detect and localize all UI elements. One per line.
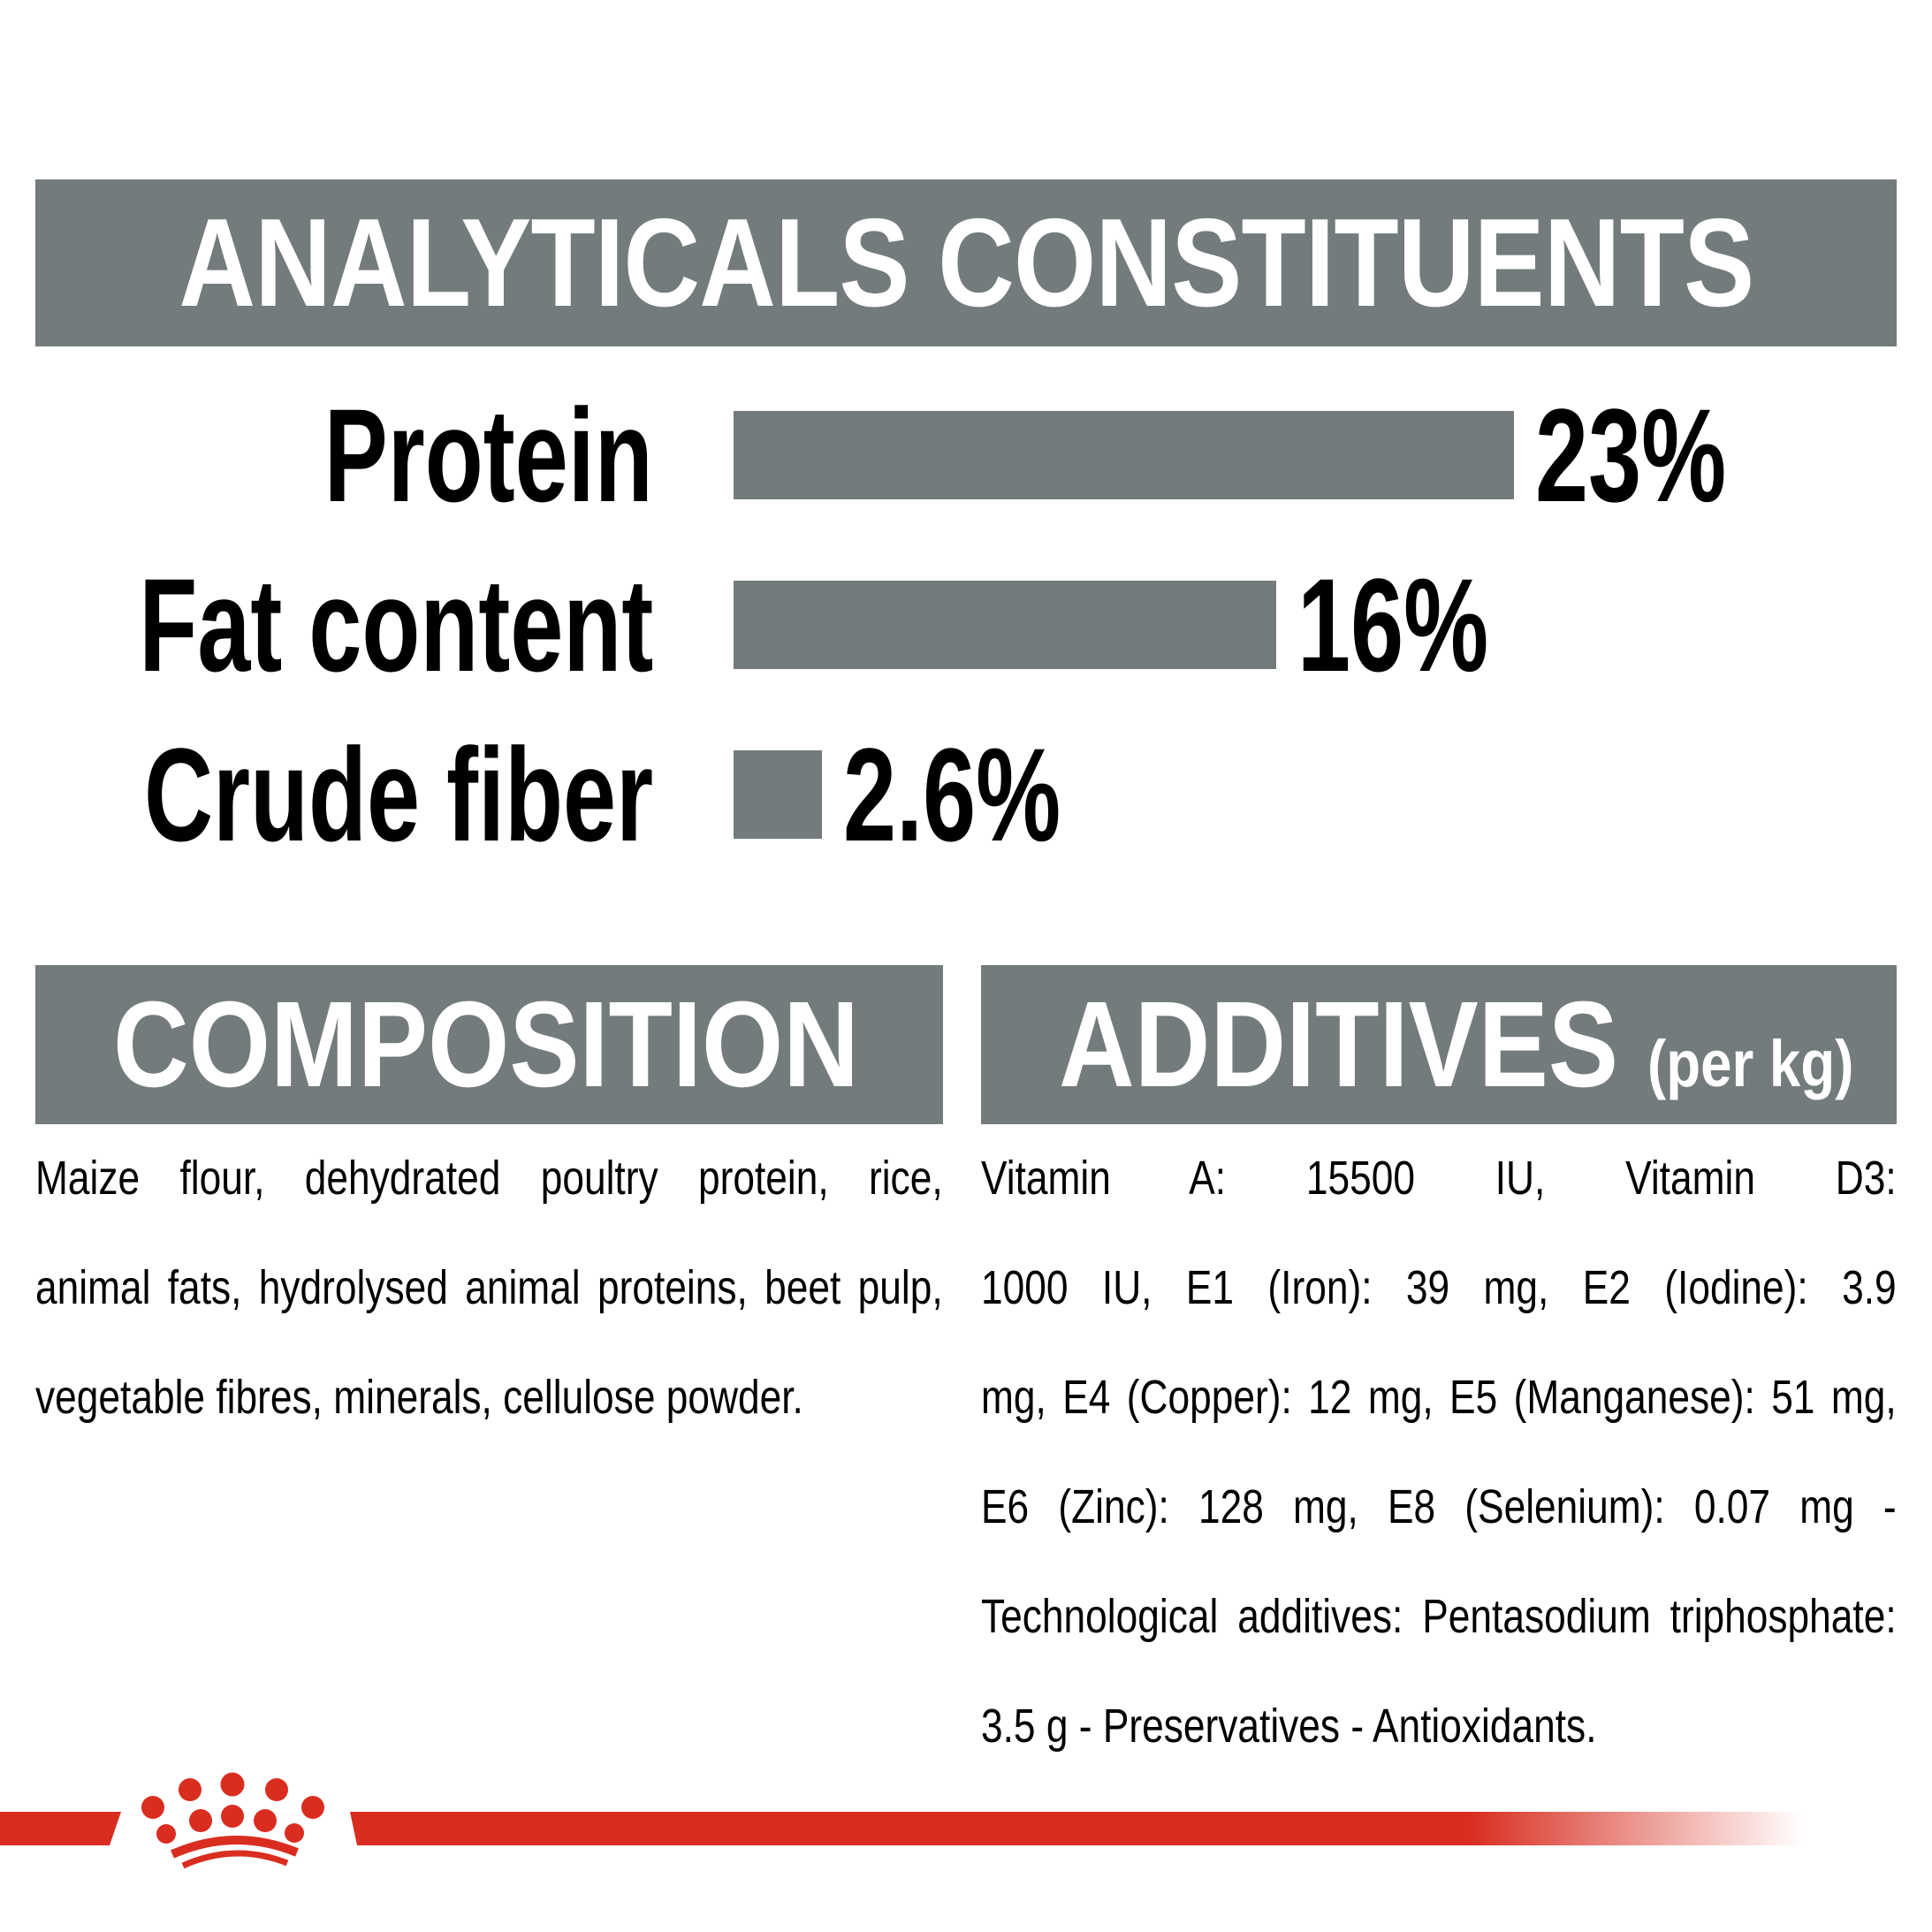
chart-row-label-wrap: Protein <box>35 389 653 521</box>
additives-line: Vitamin A: 15500 IU, Vitamin D3: <box>981 1152 1897 1205</box>
analyticals-title: ANALYTICALS CONSTITUENTS <box>179 192 1754 333</box>
additives-line: 1000 IU, E1 (Iron): 39 mg, E2 (Iodine): … <box>981 1261 1897 1314</box>
bar-crude-fiber <box>734 750 822 839</box>
bar-fat-content <box>734 581 1276 669</box>
chart-row-fat-content: Fat content 16% <box>35 559 1897 691</box>
additives-header-bar: ADDITIVES (per kg) <box>981 965 1897 1124</box>
value-label: 23% <box>1535 381 1727 529</box>
additives-title-suffix: (per kg) <box>1647 1027 1854 1100</box>
category-label: Protein <box>323 381 653 529</box>
value-label: 16% <box>1297 551 1489 699</box>
composition-line: Maize flour, dehydrated poultry protein,… <box>35 1152 943 1205</box>
chart-row-bar-wrap: 16% <box>734 559 1563 691</box>
chart-row-label-wrap: Fat content <box>35 559 653 691</box>
additives-title: ADDITIVES (per kg) <box>1059 984 1853 1106</box>
chart-row-protein: Protein 23% <box>35 389 1897 521</box>
chart-row-bar-wrap: 23% <box>734 389 1800 521</box>
chart-row-crude-fiber: Crude fiber 2.6% <box>35 728 1897 861</box>
additives-line: mg, E4 (Copper): 12 mg, E5 (Manganese): … <box>981 1371 1897 1424</box>
additives-body: Vitamin A: 15500 IU, Vitamin D3: 1000 IU… <box>981 1151 1932 1753</box>
category-label: Crude fiber <box>143 720 653 869</box>
chart-row-label-wrap: Crude fiber <box>35 728 653 861</box>
brand-ribbon-left <box>0 1812 121 1845</box>
brand-ribbon-right <box>350 1812 1803 1845</box>
composition-line: vegetable fibres, minerals, cellulose po… <box>35 1371 803 1424</box>
composition-body: Maize flour, dehydrated poultry protein,… <box>35 1151 1142 1425</box>
category-label: Fat content <box>139 551 653 699</box>
analyticals-header-bar: ANALYTICALS CONSTITUENTS <box>35 179 1897 346</box>
composition-body-text: Maize flour, dehydrated poultry protein,… <box>35 1151 943 1425</box>
composition-header-bar: COMPOSITION <box>35 965 943 1124</box>
chart-row-bar-wrap: 2.6% <box>734 728 1145 861</box>
additives-line: 3.5 g - Preservatives - Antioxidants. <box>981 1700 1597 1753</box>
bar-protein <box>734 411 1514 499</box>
additives-line: Technological additives: Pentasodium tri… <box>981 1590 1897 1643</box>
value-label: 2.6% <box>843 720 1061 869</box>
royal-canin-crown-icon <box>141 1772 324 1869</box>
constituents-bar-chart: Protein 23% Fat content 16% Crude fiber … <box>35 389 1897 861</box>
additives-line: E6 (Zinc): 128 mg, E8 (Selenium): 0.07 m… <box>981 1480 1897 1533</box>
composition-title: COMPOSITION <box>113 977 859 1113</box>
additives-body-text: Vitamin A: 15500 IU, Vitamin D3: 1000 IU… <box>981 1151 1897 1753</box>
additives-title-text: ADDITIVES <box>1059 977 1619 1113</box>
composition-line: animal fats, hydrolysed animal proteins,… <box>35 1261 943 1314</box>
